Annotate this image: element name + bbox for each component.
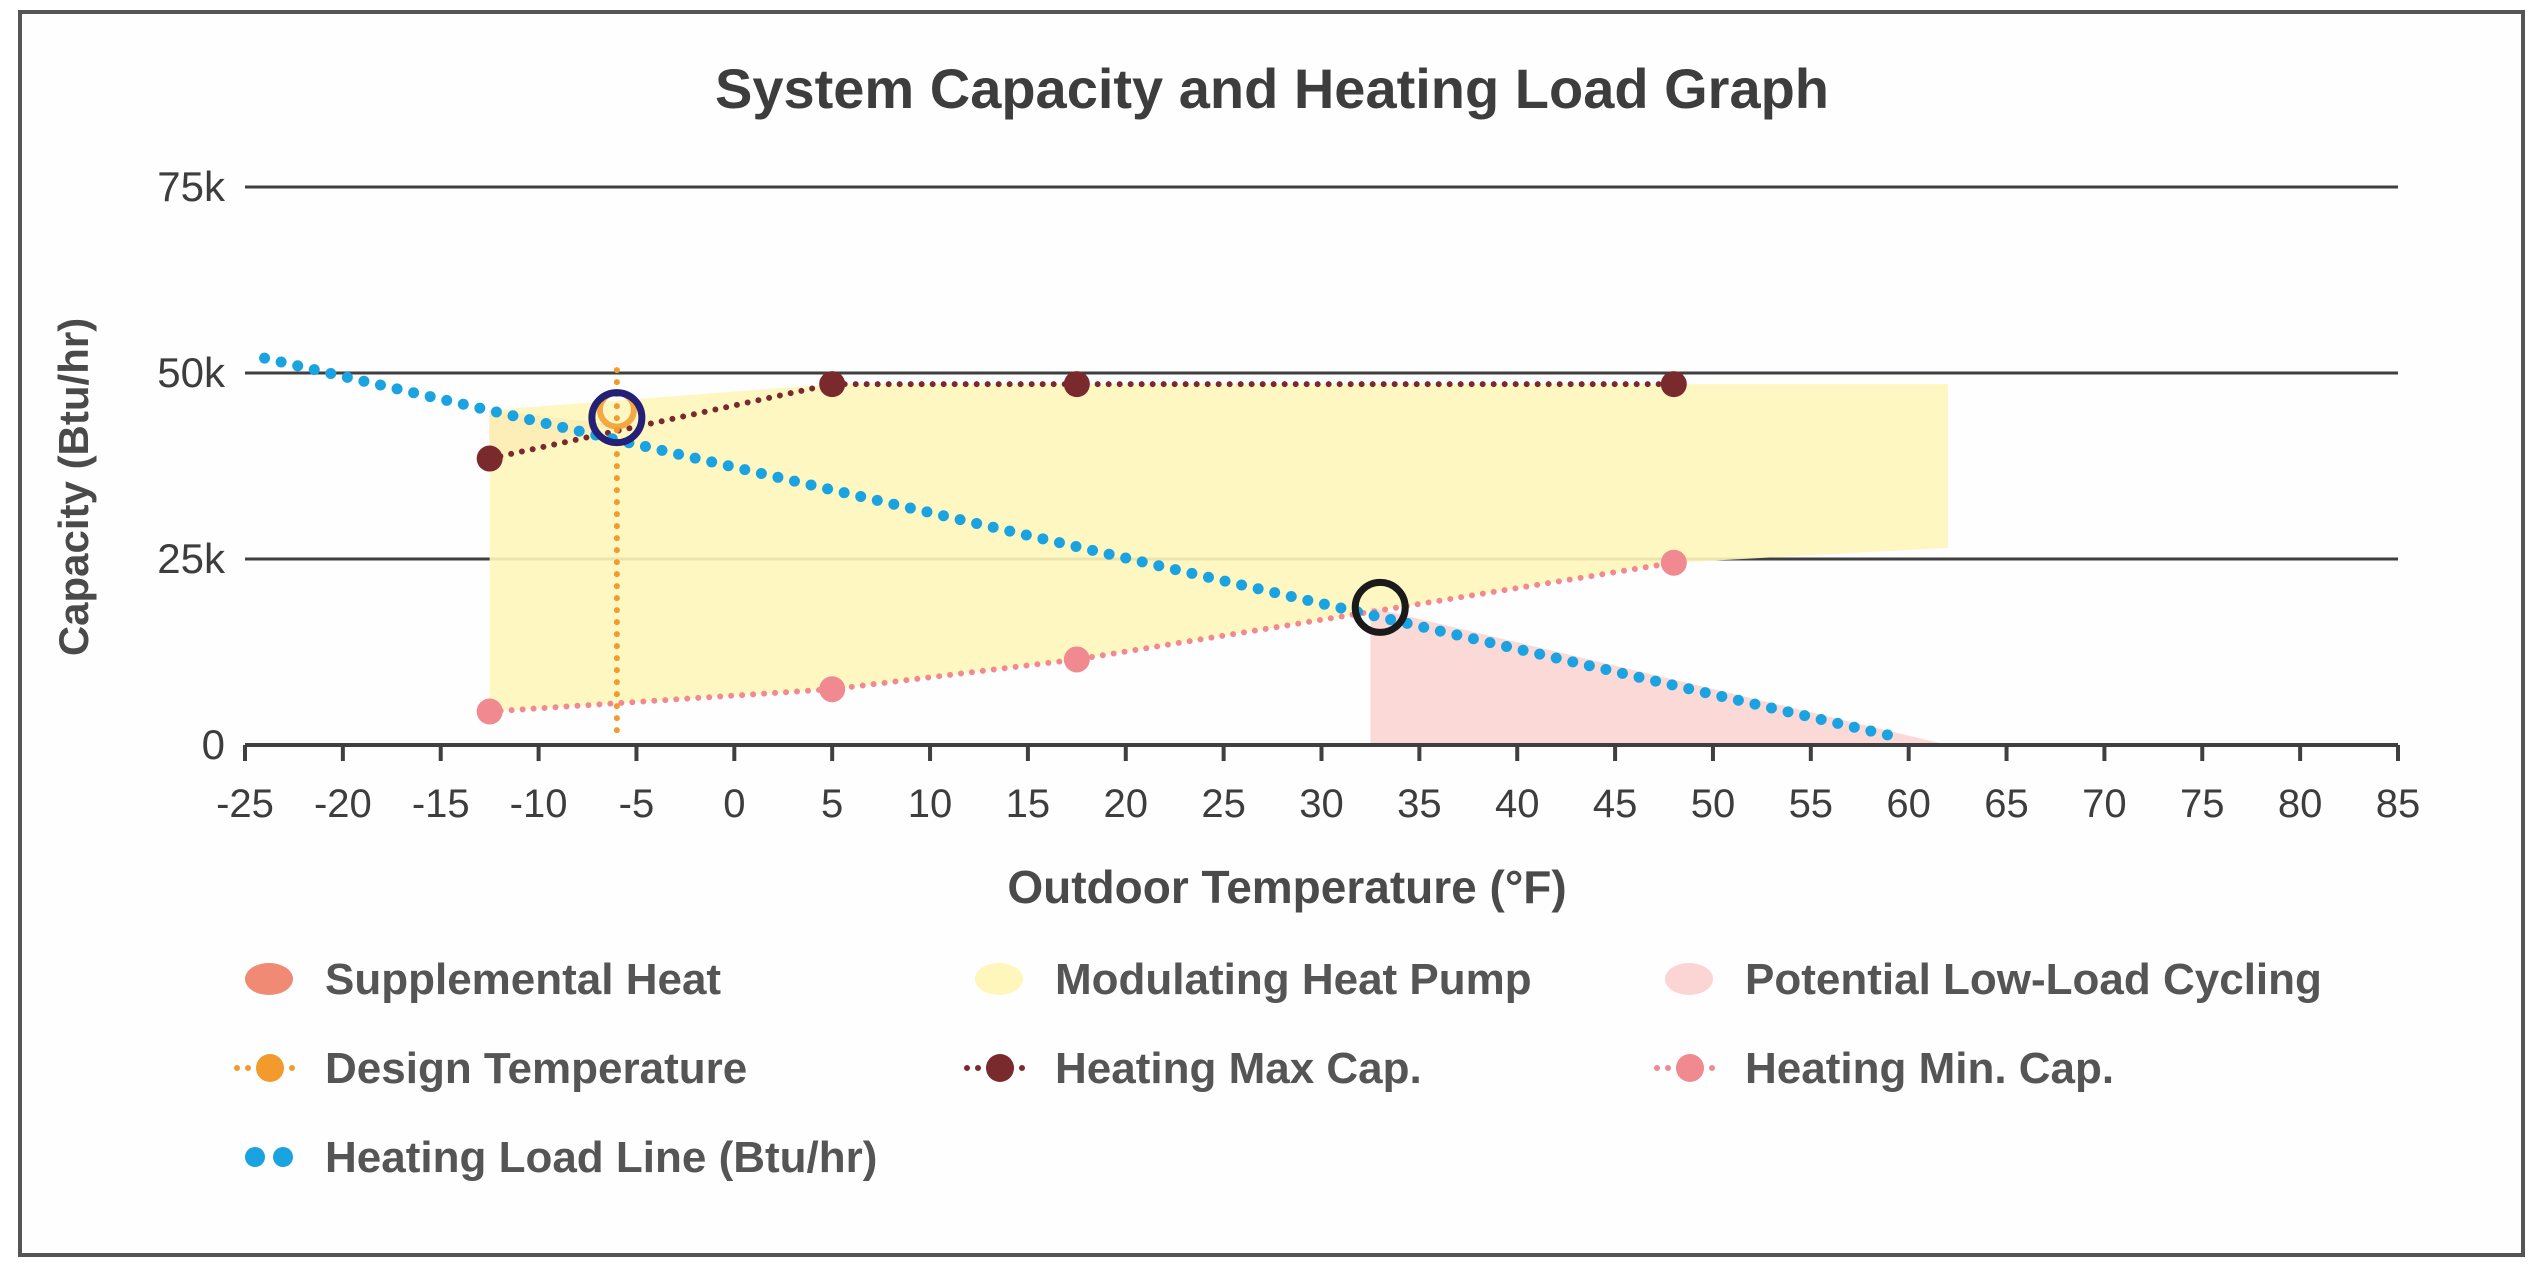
x-tick-label-20: 75 [2180, 782, 2225, 826]
annotation-layer [588, 389, 1409, 636]
legend-swatch-design-temperature [256, 1054, 284, 1082]
legend-label-modulating-heat-pump: Modulating Heat Pump [1055, 955, 1532, 1004]
area-potential-low-load-cycling [1370, 607, 1948, 745]
axes: -25 -20 -15 -10 -5 0 5 10 15 20 25 30 35 40 45 50 55 60 65… [157, 163, 2420, 826]
x-tick-label-15: 50 [1691, 782, 1736, 826]
line-heating-load-line-btu-hr [259, 352, 1905, 744]
legend-swatch-heating-load-line-btu-hr [273, 1147, 293, 1167]
x-tick-label-13: 40 [1495, 782, 1540, 826]
point-heating-max-cap-1 [819, 371, 846, 398]
x-tick-label-16: 55 [1789, 782, 1834, 826]
legend: Supplemental Heat Modulating Heat Pump Pot… [234, 955, 2322, 1182]
x-tick-label-7: 10 [908, 782, 953, 826]
x-tick-label-4: -5 [619, 782, 655, 826]
shaded-areas [489, 384, 1948, 745]
annotation-circle-0 [588, 389, 646, 447]
y-tick-label-2: 50k [157, 349, 226, 396]
legend-swatch-heating-min-cap [1676, 1054, 1704, 1082]
x-tick-label-1: -20 [314, 782, 372, 826]
legend-label-heating-load-line-btu-hr: Heating Load Line (Btu/hr) [325, 1133, 877, 1182]
x-tick-label-10: 25 [1201, 782, 1246, 826]
legend-swatch-heating-max-cap [986, 1054, 1014, 1082]
x-tick-label-11: 30 [1299, 782, 1344, 826]
x-tick-label-0: -25 [216, 782, 274, 826]
y-axis-label: Capacity (Btu/hr) [50, 318, 97, 656]
x-axis-label: Outdoor Temperature (°F) [1007, 861, 1566, 913]
point-heating-max-cap-0 [476, 445, 503, 472]
area-modulating-heat-pump [489, 384, 1948, 712]
legend-swatch-modulating-heat-pump [975, 963, 1023, 995]
y-tick-label-1: 25k [157, 535, 226, 582]
point-heating-min-cap-2 [1063, 646, 1090, 673]
x-tick-label-6: 5 [821, 782, 843, 826]
legend-label-design-temperature: Design Temperature [325, 1044, 747, 1093]
legend-label-potential-low-load-cycling: Potential Low-Load Cycling [1745, 955, 2322, 1004]
x-tick-label-12: 35 [1397, 782, 1442, 826]
x-tick-label-8: 15 [1006, 782, 1051, 826]
legend-swatch-dot1-heating-load-line-btu-hr [245, 1147, 265, 1167]
legend-swatch-supplemental-heat [245, 963, 293, 995]
x-tick-label-2: -15 [412, 782, 470, 826]
x-tick-label-18: 65 [1984, 782, 2029, 826]
point-heating-max-cap-3 [1660, 371, 1687, 398]
x-tick-label-22: 85 [2376, 782, 2421, 826]
x-tick-label-14: 45 [1593, 782, 1638, 826]
legend-label-heating-min-cap: Heating Min. Cap. [1745, 1044, 2114, 1093]
x-tick-label-19: 70 [2082, 782, 2127, 826]
x-tick-label-17: 60 [1886, 782, 1931, 826]
chart-frame [18, 10, 2525, 1257]
legend-label-heating-max-cap: Heating Max Cap. [1055, 1044, 1422, 1093]
x-tick-label-5: 0 [723, 782, 745, 826]
x-tick-label-21: 80 [2278, 782, 2323, 826]
y-tick-label-0: 0 [202, 721, 225, 768]
x-tick-label-3: -10 [510, 782, 568, 826]
annotation-circle-1 [1351, 578, 1409, 636]
series-layer [259, 352, 1905, 744]
point-heating-min-cap-3 [1660, 549, 1687, 576]
x-tick-label-9: 20 [1104, 782, 1149, 826]
point-heating-max-cap-2 [1063, 371, 1090, 398]
legend-swatch-potential-low-load-cycling [1665, 963, 1713, 995]
legend-label-supplemental-heat: Supplemental Heat [325, 955, 721, 1004]
chart-title: System Capacity and Heating Load Graph [715, 57, 1829, 120]
point-heating-min-cap-1 [819, 676, 846, 703]
line-heating-max-cap [486, 381, 1677, 462]
y-tick-label-3: 75k [157, 163, 226, 210]
point-heating-min-cap-0 [476, 698, 503, 725]
